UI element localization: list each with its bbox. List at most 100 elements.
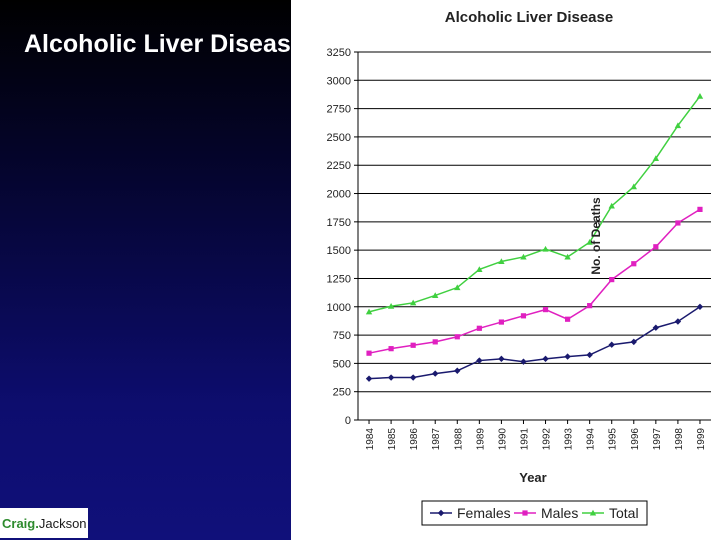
y-tick-label: 1000 (327, 302, 351, 314)
x-tick-labels: 1984 1985 1986 1987 1988 1989 1990 1991 1992 1993… (365, 428, 707, 451)
y-tick-label: 750 (333, 330, 351, 342)
data-point-males (432, 339, 438, 345)
y-axis-label: No. of Deaths (589, 197, 603, 275)
data-point-total (608, 202, 615, 209)
x-tick-label: 1994 (586, 428, 597, 451)
legend-marker-females (437, 509, 445, 517)
data-point-females (432, 370, 439, 377)
data-point-males (587, 303, 593, 309)
series-line-females (368, 306, 701, 380)
data-point-total (696, 92, 704, 99)
data-point-total (432, 292, 439, 299)
brand-first-name: Craig. (2, 515, 39, 531)
data-point-females (387, 374, 395, 381)
x-axis-label: Year (519, 470, 546, 485)
x-tick-label: 1995 (608, 428, 619, 451)
x-tick-label: 1987 (431, 428, 442, 451)
data-point-total (409, 299, 417, 306)
data-point-males (631, 261, 637, 267)
line-chart: Alcoholic Liver Disease 0 250 500 750 1000 12… (327, 9, 711, 526)
data-point-females (630, 338, 637, 346)
data-point-males (520, 313, 527, 319)
data-point-males (609, 276, 615, 283)
x-tick-label: 1989 (475, 428, 486, 451)
y-tick-label: 1500 (327, 245, 351, 257)
data-point-total (454, 284, 461, 291)
x-tick-label: 1993 (564, 428, 575, 451)
data-point-total (498, 258, 505, 265)
data-point-total (542, 245, 549, 252)
plot-area (358, 52, 711, 420)
data-point-males (675, 220, 681, 226)
x-tick-label: 1988 (453, 428, 464, 451)
y-tick-label: 2500 (327, 132, 351, 144)
data-point-females (520, 358, 527, 365)
data-point-females (542, 355, 549, 363)
data-point-total (387, 303, 395, 309)
data-point-females (498, 355, 505, 363)
data-point-females (365, 375, 373, 382)
data-point-total (476, 266, 483, 272)
y-tick-label: 3250 (327, 47, 351, 59)
x-tick-label: 1997 (652, 428, 663, 451)
data-point-males (697, 206, 703, 212)
legend-label-total: Total (609, 505, 639, 521)
legend: Females Males Total (421, 500, 648, 526)
data-point-total (630, 183, 637, 190)
x-tick-label: 1996 (630, 428, 641, 451)
x-tick-label: 1984 (365, 428, 376, 451)
data-point-males (498, 319, 505, 325)
y-tick-label: 500 (333, 358, 351, 370)
series-line-total (368, 95, 701, 313)
data-point-males (366, 350, 372, 356)
y-tick-label: 3000 (327, 75, 351, 87)
data-point-males (476, 325, 482, 331)
y-tick-label: 2750 (327, 104, 351, 116)
y-tick-label: 1250 (327, 273, 351, 285)
data-point-total (520, 253, 527, 260)
data-point-total (586, 239, 593, 245)
data-point-males (542, 307, 549, 313)
data-point-females (696, 303, 704, 310)
data-point-males (564, 316, 571, 322)
data-point-females (608, 341, 615, 348)
chart-title: Alcoholic Liver Disease (445, 9, 613, 26)
legend-label-females: Females (457, 505, 511, 521)
x-tick-label: 1986 (409, 428, 420, 451)
data-point-females (674, 318, 682, 325)
data-point-males (653, 244, 659, 250)
x-tick-label: 1999 (696, 428, 707, 451)
y-tick-label: 2000 (327, 189, 351, 201)
legend-label-males: Males (541, 505, 578, 521)
x-tick-label: 1985 (387, 428, 398, 451)
x-tick-label: 1990 (497, 428, 508, 451)
series-lines (365, 92, 704, 382)
data-point-females (409, 374, 417, 381)
y-tick-label: 250 (333, 387, 351, 399)
data-point-females (652, 324, 660, 331)
y-tick-label: 0 (345, 415, 351, 427)
x-tick-label: 1998 (674, 428, 685, 451)
data-point-males (410, 342, 416, 348)
slide-title: Alcoholic Liver Disease (24, 30, 305, 58)
gridlines (358, 51, 711, 420)
data-point-females (454, 367, 461, 374)
legend-marker-total (589, 509, 597, 516)
data-point-total (674, 122, 682, 129)
x-tick-label: 1992 (542, 428, 553, 451)
y-tick-label: 2250 (327, 160, 351, 172)
series-line-males (368, 208, 701, 354)
data-point-total (564, 253, 571, 260)
data-point-females (476, 357, 483, 364)
brand-last-name: Jackson (38, 515, 87, 531)
legend-marker-males (522, 510, 528, 516)
author-brand: Craig. Jackson (0, 508, 88, 538)
data-point-total (652, 155, 660, 161)
data-point-females (564, 353, 571, 360)
data-point-females (586, 351, 593, 359)
y-tick-labels: 0 250 500 750 1000 1250 1500 1750 2000 2250 2500 27… (327, 47, 351, 427)
title-panel (0, 0, 291, 540)
data-point-males (388, 346, 394, 352)
data-point-males (454, 334, 460, 340)
data-point-total (365, 308, 373, 315)
